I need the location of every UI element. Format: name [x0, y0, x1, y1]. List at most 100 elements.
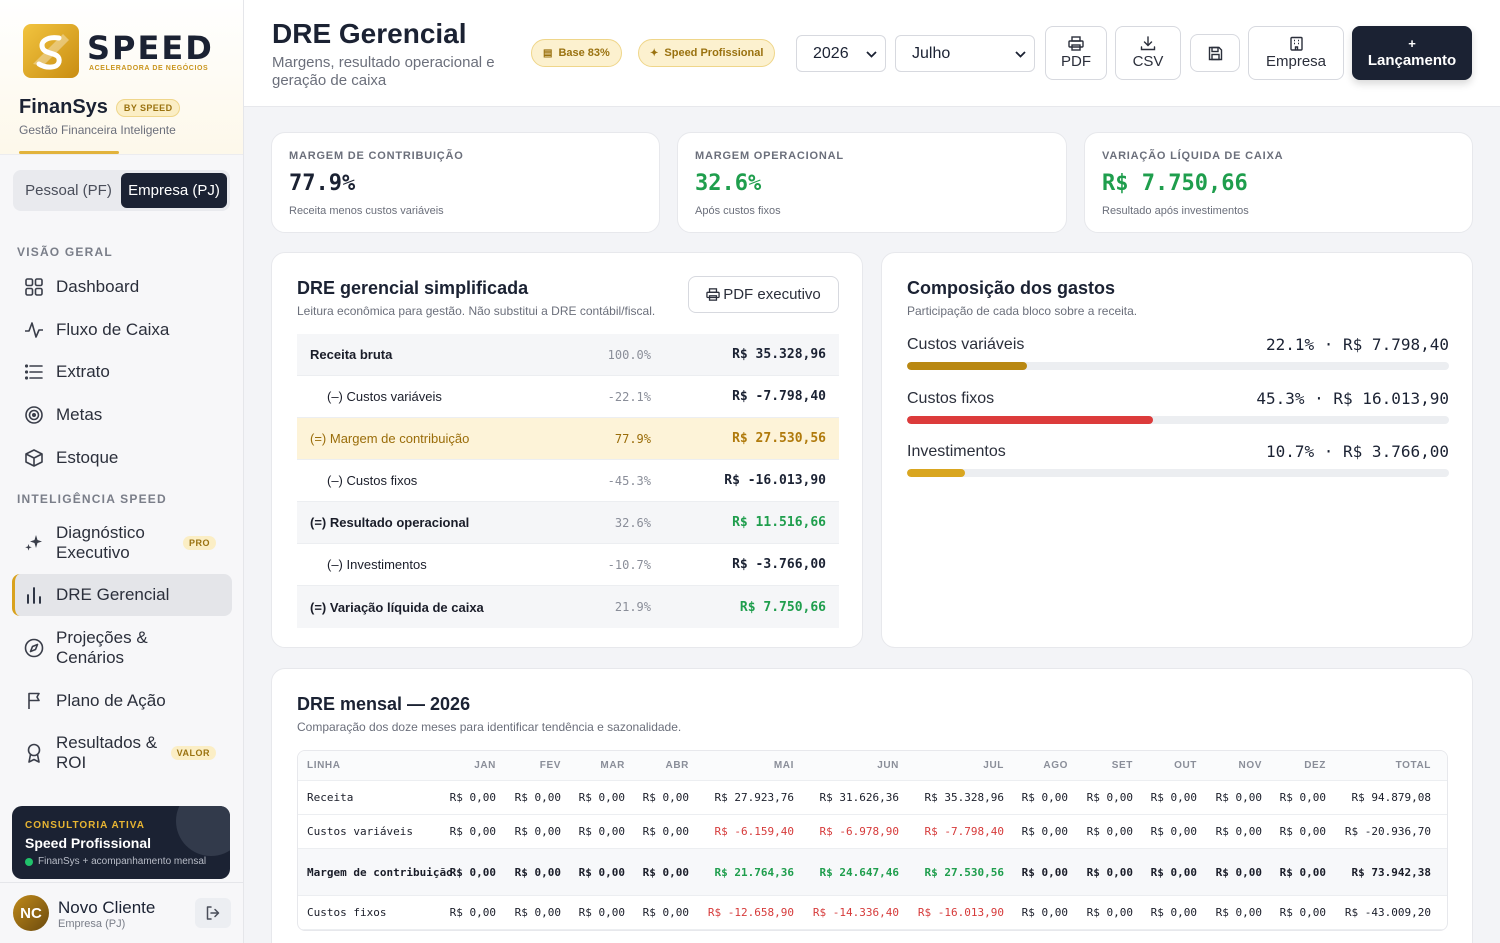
- avatar[interactable]: NC: [13, 895, 49, 931]
- kpi-card-contribution-margin: MARGEM DE CONTRIBUIÇÃO 77.9% Receita men…: [271, 132, 660, 233]
- sidebar-item-inventory[interactable]: Estoque: [12, 447, 232, 469]
- table-cell: NOV: [1238, 760, 1262, 771]
- consulting-card[interactable]: CONSULTORIA ATIVA Speed Profissional Fin…: [12, 806, 230, 879]
- sidebar-item-results-roi[interactable]: Resultados & ROI VALOR: [12, 733, 232, 773]
- kpi-value: 32.6%: [695, 171, 762, 196]
- progress-fill: [907, 416, 1153, 424]
- sidebar-item-label: Resultados & ROI: [56, 733, 158, 772]
- mode-pf-option[interactable]: Pessoal (PF): [25, 182, 112, 199]
- valor-badge: VALOR: [170, 746, 216, 760]
- table-cell: R$ 0,00: [449, 906, 496, 919]
- table-cell: R$ 0,00: [1215, 865, 1262, 879]
- status-dot-icon: [25, 857, 33, 866]
- consulting-subtitle: FinanSys + acompanhamento mensal: [38, 856, 207, 867]
- table-cell: SET: [1111, 760, 1133, 771]
- box-icon: [23, 447, 45, 469]
- company-button[interactable]: Empresa: [1248, 26, 1344, 80]
- table-cell: MAR: [600, 760, 625, 771]
- progress-track: [907, 416, 1449, 424]
- row-label: Receita: [307, 791, 354, 804]
- sidebar-item-goals[interactable]: Metas: [12, 404, 232, 426]
- printer-icon: [706, 288, 720, 301]
- list-icon: [23, 361, 45, 383]
- sidebar-item-statement[interactable]: Extrato: [12, 361, 232, 383]
- grid-icon: [23, 276, 45, 298]
- sidebar-item-action-plan[interactable]: Plano de Ação: [12, 690, 232, 712]
- dre-row-gross-revenue: Receita bruta 100.0% R$ 35.328,96: [297, 334, 839, 376]
- table-cell: R$ 0,00: [642, 906, 689, 919]
- table-cell: R$ 24.647,46: [819, 865, 899, 879]
- speed-logo[interactable]: SPEED ACELERADORA DE NEGÓCIOS: [23, 24, 214, 78]
- logout-button[interactable]: [195, 898, 231, 928]
- sidebar-item-executive-diagnosis[interactable]: Diagnóstico Executivo PRO: [12, 523, 232, 563]
- table-cell: OUT: [1174, 760, 1197, 771]
- printer-icon: [1068, 36, 1084, 51]
- table-cell: R$ 0,00: [1279, 906, 1326, 919]
- sidebar-item-cash-flow[interactable]: Fluxo de Caixa: [12, 319, 232, 341]
- sidebar-item-label: Metas: [56, 405, 103, 424]
- app-name: FinanSys: [19, 96, 108, 118]
- row-label: Custos variáveis: [307, 825, 413, 838]
- month-select[interactable]: Julho: [895, 35, 1035, 72]
- table-cell: R$ 0,00: [1279, 825, 1326, 838]
- year-select[interactable]: 2026: [796, 35, 886, 72]
- expense-composition-card: Composição dos gastos Participação de ca…: [881, 252, 1473, 648]
- kpi-label: VARIAÇÃO LÍQUIDA DE CAIXA: [1102, 150, 1284, 162]
- plus-icon: +: [1408, 36, 1416, 51]
- chevron-down-icon: [866, 45, 877, 63]
- table-row: Receita R$ 0,00 R$ 0,00 R$ 0,00 R$ 0,00 R$ 27…: [298, 781, 1447, 815]
- table-cell: R$ 0,00: [1021, 825, 1068, 838]
- monthly-subtitle: Comparação dos doze meses para identific…: [297, 720, 682, 734]
- table-cell: DEZ: [1304, 760, 1326, 771]
- target-icon: [23, 404, 45, 426]
- mode-pj-option[interactable]: Empresa (PJ): [121, 173, 227, 208]
- chevron-down-icon: [1015, 45, 1026, 63]
- table-row: Margem de contribuição R$ 0,00 R$ 0,00 R$ 0…: [298, 849, 1447, 896]
- dre-row-net-cash-change: (=) Variação líquida de caixa 21.9% R$ 7…: [297, 586, 839, 628]
- table-cell: ABR: [665, 760, 689, 771]
- table-cell: FEV: [539, 760, 561, 771]
- table-cell: R$ 0,00: [642, 825, 689, 838]
- table-cell: JUN: [877, 760, 899, 771]
- sidebar-item-projections[interactable]: Projeções & Cenários: [12, 628, 232, 668]
- progress-fill: [907, 469, 965, 477]
- dre-title: DRE gerencial simplificada: [297, 278, 529, 298]
- dre-row-variable-costs: (–) Custos variáveis -22.1% R$ -7.798,40: [297, 376, 839, 418]
- progress-track: [907, 362, 1449, 370]
- table-cell: R$ 0,00: [514, 865, 561, 879]
- table-cell: R$ -20.936,70: [1344, 825, 1431, 838]
- table-cell: JUL: [983, 760, 1004, 771]
- pdf-button[interactable]: PDF: [1045, 26, 1107, 80]
- row-label: Custos fixos: [307, 906, 387, 919]
- sidebar-item-label: Dashboard: [56, 277, 140, 296]
- table-cell: R$ 27.923,76: [714, 791, 794, 804]
- sidebar-item-label: Projeções & Cenários: [56, 628, 148, 667]
- sparkles-icon: [23, 532, 45, 554]
- sidebar-item-label: Estoque: [56, 448, 119, 467]
- table-cell: R$ 0,00: [1150, 791, 1197, 804]
- nav-section-intelligence: INTELIGÊNCIA SPEED: [17, 492, 167, 506]
- monthly-title: DRE mensal — 2026: [297, 694, 471, 714]
- composition-row-variable: Custos variáveis 22.1% · R$ 7.798,40: [907, 335, 1449, 370]
- sidebar-item-label: Fluxo de Caixa: [56, 320, 170, 339]
- table-cell: R$ 0,00: [1279, 791, 1326, 804]
- dre-row-operating-result: (=) Resultado operacional 32.6% R$ 11.51…: [297, 502, 839, 544]
- sidebar-item-dre-gerencial[interactable]: DRE Gerencial: [12, 574, 232, 616]
- table-cell: R$ 0,00: [1086, 906, 1133, 919]
- csv-button[interactable]: CSV: [1115, 26, 1181, 80]
- sparkles-icon: ✦: [650, 47, 659, 59]
- table-cell: MAI: [773, 760, 794, 771]
- table-cell: R$ 0,00: [578, 825, 625, 838]
- table-cell: R$ 0,00: [1086, 865, 1133, 879]
- table-header-row: LINHA JAN FEV MAR ABR MAI JUN JUL AGO SET OUT NOV DE…: [298, 751, 1447, 781]
- table-row: Custos variáveis R$ 0,00 R$ 0,00 R$ 0,00 R$ …: [298, 815, 1447, 849]
- composition-row-investments: Investimentos 10.7% · R$ 3.766,00: [907, 442, 1449, 477]
- sidebar-item-dashboard[interactable]: Dashboard: [12, 276, 232, 298]
- app-badge: BY SPEED: [115, 98, 181, 117]
- new-entry-button[interactable]: + Lançamento: [1352, 26, 1472, 80]
- pro-badge: PRO: [182, 536, 216, 550]
- save-button[interactable]: [1190, 34, 1240, 72]
- composition-title: Composição dos gastos: [907, 278, 1116, 298]
- table-cell: R$ 0,00: [449, 865, 496, 879]
- pdf-executive-button[interactable]: PDF executivo: [688, 276, 839, 313]
